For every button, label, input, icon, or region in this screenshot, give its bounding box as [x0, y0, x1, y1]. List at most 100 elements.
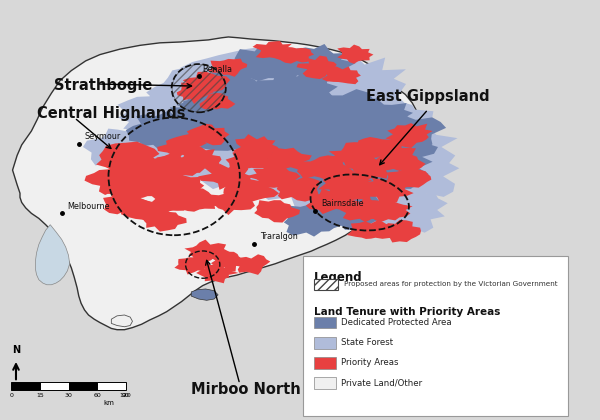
Polygon shape	[121, 198, 173, 222]
Text: 30: 30	[65, 393, 73, 398]
Polygon shape	[85, 168, 139, 195]
Polygon shape	[306, 188, 359, 214]
Polygon shape	[337, 45, 373, 64]
Polygon shape	[107, 175, 166, 201]
Polygon shape	[278, 47, 314, 63]
Text: Dedicated Protected Area: Dedicated Protected Area	[341, 318, 452, 327]
Polygon shape	[278, 202, 354, 236]
Polygon shape	[152, 175, 207, 200]
Text: Traralgon: Traralgon	[260, 232, 298, 241]
Polygon shape	[376, 148, 425, 171]
Bar	[314, 357, 336, 369]
Polygon shape	[103, 189, 151, 214]
Polygon shape	[365, 147, 460, 205]
Bar	[314, 337, 336, 349]
Polygon shape	[128, 138, 218, 184]
Polygon shape	[210, 250, 248, 271]
Text: Land Tenure with Priority Areas: Land Tenure with Priority Areas	[314, 307, 500, 317]
Polygon shape	[298, 99, 418, 167]
Polygon shape	[208, 59, 247, 77]
Polygon shape	[347, 220, 396, 239]
Polygon shape	[343, 98, 416, 136]
Polygon shape	[340, 197, 392, 222]
Polygon shape	[180, 47, 312, 101]
Polygon shape	[229, 254, 271, 275]
Polygon shape	[169, 99, 233, 134]
Polygon shape	[191, 289, 218, 300]
Polygon shape	[83, 125, 164, 168]
Polygon shape	[254, 142, 377, 211]
Bar	[11, 382, 40, 390]
Text: 0: 0	[10, 393, 13, 398]
FancyBboxPatch shape	[302, 256, 568, 416]
Bar	[40, 382, 68, 390]
Polygon shape	[385, 123, 433, 148]
Polygon shape	[381, 220, 421, 242]
Polygon shape	[96, 142, 160, 174]
Polygon shape	[262, 148, 312, 172]
Polygon shape	[251, 112, 370, 176]
Text: Strathbogie: Strathbogie	[54, 78, 152, 93]
Polygon shape	[226, 91, 354, 160]
Polygon shape	[203, 59, 359, 157]
Polygon shape	[335, 117, 438, 177]
Polygon shape	[191, 100, 297, 155]
Polygon shape	[289, 89, 388, 144]
Polygon shape	[118, 93, 203, 139]
Polygon shape	[341, 144, 433, 192]
Polygon shape	[215, 81, 303, 130]
Polygon shape	[195, 63, 257, 102]
Polygon shape	[196, 262, 239, 283]
Polygon shape	[322, 66, 361, 84]
Polygon shape	[353, 186, 448, 234]
Polygon shape	[281, 139, 385, 197]
Polygon shape	[199, 93, 235, 109]
Text: km: km	[103, 400, 114, 406]
Polygon shape	[162, 116, 287, 194]
Polygon shape	[289, 74, 399, 127]
Polygon shape	[235, 46, 310, 81]
Polygon shape	[144, 153, 197, 181]
Text: Seymour: Seymour	[85, 132, 121, 141]
Polygon shape	[175, 146, 221, 173]
Polygon shape	[332, 178, 420, 224]
Text: N: N	[12, 345, 20, 355]
Polygon shape	[148, 187, 194, 212]
Text: Legend: Legend	[314, 271, 362, 284]
Text: East Gippsland: East Gippsland	[367, 89, 490, 104]
Polygon shape	[146, 68, 247, 116]
Polygon shape	[297, 155, 349, 181]
Bar	[314, 317, 336, 328]
Polygon shape	[134, 207, 187, 231]
Polygon shape	[295, 55, 406, 110]
Text: Central Highlands: Central Highlands	[37, 106, 185, 121]
Polygon shape	[121, 153, 179, 184]
Text: Mirboo North: Mirboo North	[191, 382, 301, 397]
Polygon shape	[170, 188, 215, 212]
Polygon shape	[13, 37, 422, 330]
Polygon shape	[112, 315, 133, 327]
Polygon shape	[179, 124, 229, 147]
Text: 90: 90	[122, 393, 130, 398]
Polygon shape	[318, 166, 372, 194]
Polygon shape	[324, 192, 388, 230]
Polygon shape	[35, 225, 70, 285]
Polygon shape	[355, 113, 458, 179]
Polygon shape	[250, 68, 338, 117]
Polygon shape	[225, 110, 322, 160]
Polygon shape	[250, 59, 352, 94]
Polygon shape	[135, 166, 184, 194]
Bar	[314, 377, 336, 389]
Text: 60: 60	[93, 393, 101, 398]
Polygon shape	[254, 200, 300, 223]
Polygon shape	[176, 87, 258, 124]
Polygon shape	[223, 176, 279, 202]
Polygon shape	[175, 256, 210, 275]
Polygon shape	[363, 197, 413, 223]
Polygon shape	[335, 158, 412, 196]
Text: 120: 120	[120, 393, 131, 398]
Text: Proposed areas for protection by the Victorian Government: Proposed areas for protection by the Vic…	[344, 281, 558, 287]
Text: State Forest: State Forest	[341, 338, 394, 347]
Polygon shape	[257, 76, 406, 157]
Polygon shape	[277, 177, 320, 202]
